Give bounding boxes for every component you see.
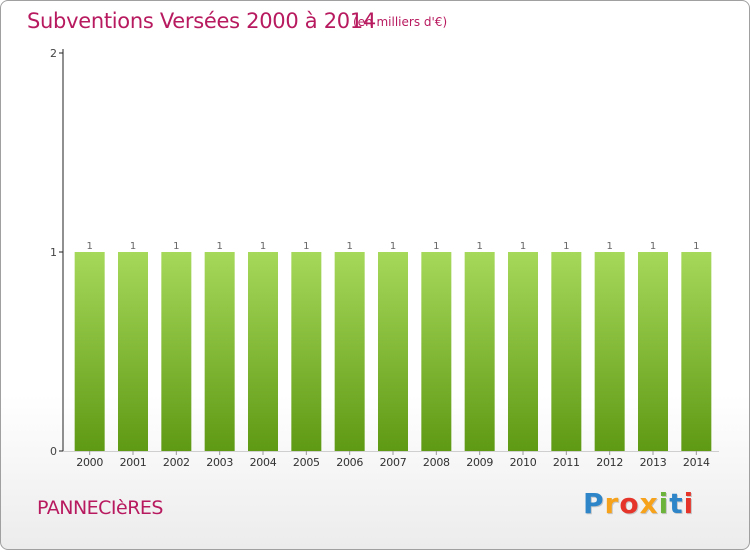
- x-tick-label: 2009: [466, 456, 493, 469]
- x-tick-label: 2007: [380, 456, 407, 469]
- data-label: 1: [260, 241, 266, 252]
- y-tick-label: 0: [50, 445, 57, 458]
- axis-layer: 0 1 2 2000 2001 2002 2003 2004 2005 2006 2007 2008 2…: [50, 47, 719, 469]
- data-label: 1: [86, 241, 92, 252]
- bar: [161, 252, 192, 451]
- bar: [248, 252, 278, 451]
- x-tick-label: 2008: [423, 456, 450, 469]
- x-tick-label: 2011: [553, 456, 580, 469]
- data-label: 1: [303, 241, 309, 252]
- bar: [508, 252, 538, 451]
- logo-letter: i: [658, 487, 670, 520]
- x-tick-label: 2000: [76, 456, 103, 469]
- bar: [681, 252, 712, 451]
- bar: [334, 252, 365, 451]
- bar: [204, 252, 235, 451]
- x-tick-label: 2001: [120, 456, 147, 469]
- bar: [464, 252, 495, 451]
- data-label: 1: [130, 241, 136, 252]
- logo-letter: o: [619, 487, 640, 520]
- logo-letter: x: [639, 487, 659, 520]
- data-label: 1: [346, 241, 352, 252]
- data-label: 1: [520, 241, 526, 252]
- logo-letter: t: [669, 487, 684, 520]
- commune-name: PANNECIèRES: [37, 497, 164, 519]
- proxiti-logo[interactable]: Proxiti: [583, 487, 694, 520]
- data-label: 1: [173, 241, 179, 252]
- logo-letter: r: [604, 487, 620, 520]
- data-label: 1: [433, 241, 439, 252]
- logo-letter: i: [683, 487, 695, 520]
- y-tick-label: 1: [50, 246, 57, 259]
- x-tick-label: 2010: [510, 456, 537, 469]
- x-tick-label: 2003: [206, 456, 233, 469]
- x-tick-label: 2013: [640, 456, 667, 469]
- data-label: 1: [476, 241, 482, 252]
- bar: [378, 252, 408, 451]
- unit-label: (en milliers d'€): [353, 15, 448, 29]
- x-tick-label: 2012: [596, 456, 623, 469]
- bar: [638, 252, 668, 451]
- x-tick-label: 2002: [163, 456, 190, 469]
- bar: [291, 252, 322, 451]
- bar: [118, 252, 148, 451]
- data-label: 1: [390, 241, 396, 252]
- x-tick-label: 2014: [683, 456, 710, 469]
- bar: [551, 252, 582, 451]
- bar: [74, 252, 105, 451]
- x-tick-label: 2004: [250, 456, 277, 469]
- data-label: 1: [216, 241, 222, 252]
- data-label: 1: [693, 241, 699, 252]
- data-label: 1: [606, 241, 612, 252]
- bar: [421, 252, 452, 451]
- logo-letter: P: [583, 487, 605, 520]
- bar: [594, 252, 625, 451]
- data-label: 1: [563, 241, 569, 252]
- chart-title: Subventions Versées 2000 à 2014: [27, 9, 376, 33]
- bars-layer: 1 1 1 1 1 1 1 1 1 1 1 1 1 1 1: [74, 241, 712, 451]
- x-tick-label: 2005: [293, 456, 320, 469]
- data-label: 1: [650, 241, 656, 252]
- y-tick-label: 2: [50, 47, 57, 60]
- x-tick-label: 2006: [336, 456, 363, 469]
